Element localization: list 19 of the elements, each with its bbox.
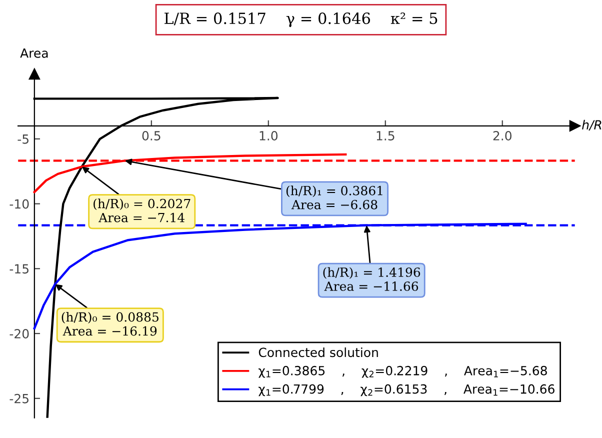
x-tick-label: 1.5 bbox=[376, 131, 394, 140]
x-tick-label: 1.0 bbox=[260, 131, 278, 140]
x-tick-label: 2.0 bbox=[493, 131, 512, 140]
y-tick-label: -5 bbox=[18, 134, 28, 144]
legend-label: χ$_{1}$=0.7799 , χ$_{2}$=0.6153 , Area$_{1}$=−10.66 bbox=[258, 384, 554, 396]
y-tick-label: -10 bbox=[10, 199, 29, 209]
y-axis-title: Area bbox=[20, 48, 48, 58]
y-tick-label: -25 bbox=[10, 394, 28, 404]
annotation: (h/R)₀ = 0.2027 Area = −7.14 bbox=[94, 198, 190, 222]
legend-label: χ$_{1}$=0.3865 , χ$_{2}$=0.2219 , Area$_{1}$=−5.68 bbox=[258, 366, 547, 378]
annotation: (h/R)₁ = 1.4196 Area = −11.66 bbox=[323, 267, 420, 291]
y-tick-label: -15 bbox=[10, 264, 28, 274]
chart-title: L/R = 0.1517 γ = 0.1646 κ² = 5 bbox=[164, 12, 438, 28]
annotation: (h/R)₀ = 0.0885 Area = −16.19 bbox=[62, 312, 158, 336]
x-axis-title: h/R bbox=[582, 120, 602, 131]
y-tick-label: -20 bbox=[10, 328, 29, 338]
legend-label: Connected solution bbox=[258, 347, 378, 358]
x-tick-label: 0.5 bbox=[142, 131, 160, 140]
annotation: (h/R)₁ = 0.3861 Area = −6.68 bbox=[286, 186, 382, 210]
